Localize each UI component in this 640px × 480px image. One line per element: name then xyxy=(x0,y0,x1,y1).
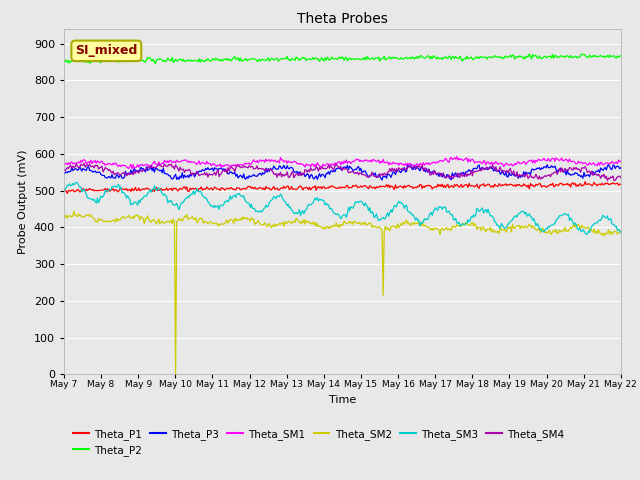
Theta_SM3 xyxy=(393,204,401,210)
Theta_SM1 xyxy=(453,154,461,159)
Theta_SM3 xyxy=(326,206,333,212)
Theta_P3 xyxy=(328,168,335,174)
Theta_SM3 xyxy=(60,188,68,194)
Theta_SM3 xyxy=(72,180,80,185)
Theta_SM2 xyxy=(330,224,338,230)
Title: Theta Probes: Theta Probes xyxy=(297,12,388,26)
Theta_P2 xyxy=(329,56,337,61)
Theta_SM3 xyxy=(606,216,614,222)
Theta_P2 xyxy=(525,51,533,57)
Theta_SM2 xyxy=(606,231,614,237)
Theta_SM4 xyxy=(605,175,612,181)
Theta_SM2 xyxy=(172,372,179,377)
Theta_SM1 xyxy=(329,161,337,167)
Line: Theta_SM2: Theta_SM2 xyxy=(64,211,621,374)
Theta_SM2 xyxy=(394,221,401,227)
Theta_SM2 xyxy=(519,224,527,230)
Theta_SM4 xyxy=(393,166,401,171)
Theta_P2 xyxy=(518,54,525,60)
Theta_P2 xyxy=(326,57,333,63)
Theta_SM3 xyxy=(518,208,525,214)
Theta_SM1 xyxy=(606,160,614,166)
Theta_P3 xyxy=(324,169,332,175)
Theta_P2 xyxy=(152,60,159,66)
Line: Theta_SM3: Theta_SM3 xyxy=(64,182,621,234)
Theta_SM3 xyxy=(582,231,590,237)
Theta_SM1 xyxy=(60,161,68,167)
X-axis label: Time: Time xyxy=(329,395,356,405)
Theta_P1 xyxy=(606,182,614,188)
Theta_P3 xyxy=(519,174,527,180)
Theta_P2 xyxy=(606,52,614,58)
Theta_SM1 xyxy=(326,162,333,168)
Line: Theta_P1: Theta_P1 xyxy=(64,182,621,193)
Theta_SM3 xyxy=(362,202,370,208)
Theta_SM1 xyxy=(617,159,625,165)
Theta_P2 xyxy=(393,55,401,60)
Theta_SM2 xyxy=(327,225,335,231)
Theta_SM3 xyxy=(329,209,337,215)
Line: Theta_P2: Theta_P2 xyxy=(64,54,621,63)
Theta_SM2 xyxy=(364,222,371,228)
Theta_P1 xyxy=(393,185,401,191)
Line: Theta_SM4: Theta_SM4 xyxy=(64,163,621,180)
Legend: Theta_P1, Theta_P2, Theta_P3, Theta_SM1, Theta_SM2, Theta_SM3, Theta_SM4: Theta_P1, Theta_P2, Theta_P3, Theta_SM1,… xyxy=(69,424,568,460)
Theta_SM1 xyxy=(128,166,136,171)
Theta_P2 xyxy=(60,59,68,64)
Theta_SM1 xyxy=(393,161,401,167)
Theta_P3 xyxy=(393,169,401,175)
Theta_P2 xyxy=(362,57,370,62)
Theta_P1 xyxy=(518,183,525,189)
Theta_SM2 xyxy=(617,228,625,234)
Theta_SM4 xyxy=(329,167,337,172)
Theta_SM4 xyxy=(611,178,618,183)
Theta_SM1 xyxy=(519,160,527,166)
Theta_P1 xyxy=(329,183,337,189)
Theta_P1 xyxy=(63,191,71,196)
Theta_P1 xyxy=(60,186,68,192)
Y-axis label: Probe Output (mV): Probe Output (mV) xyxy=(19,149,28,254)
Theta_SM4 xyxy=(362,173,370,179)
Theta_SM4 xyxy=(326,166,333,171)
Theta_SM2 xyxy=(70,208,78,214)
Line: Theta_SM1: Theta_SM1 xyxy=(64,156,621,168)
Theta_P3 xyxy=(362,168,369,174)
Theta_SM1 xyxy=(362,157,370,163)
Theta_SM4 xyxy=(60,167,68,173)
Theta_P1 xyxy=(581,179,589,185)
Theta_P3 xyxy=(60,171,68,177)
Theta_SM2 xyxy=(60,215,68,221)
Theta_SM4 xyxy=(518,172,525,178)
Theta_P1 xyxy=(326,183,333,189)
Theta_P3 xyxy=(378,177,386,183)
Theta_P2 xyxy=(617,53,625,59)
Text: SI_mixed: SI_mixed xyxy=(75,44,138,57)
Line: Theta_P3: Theta_P3 xyxy=(64,164,621,180)
Theta_P3 xyxy=(606,164,614,170)
Theta_SM4 xyxy=(80,160,88,166)
Theta_P3 xyxy=(404,161,412,167)
Theta_P1 xyxy=(617,181,625,187)
Theta_SM4 xyxy=(617,175,625,181)
Theta_SM3 xyxy=(617,229,625,235)
Theta_P3 xyxy=(617,165,625,170)
Theta_P1 xyxy=(362,184,370,190)
